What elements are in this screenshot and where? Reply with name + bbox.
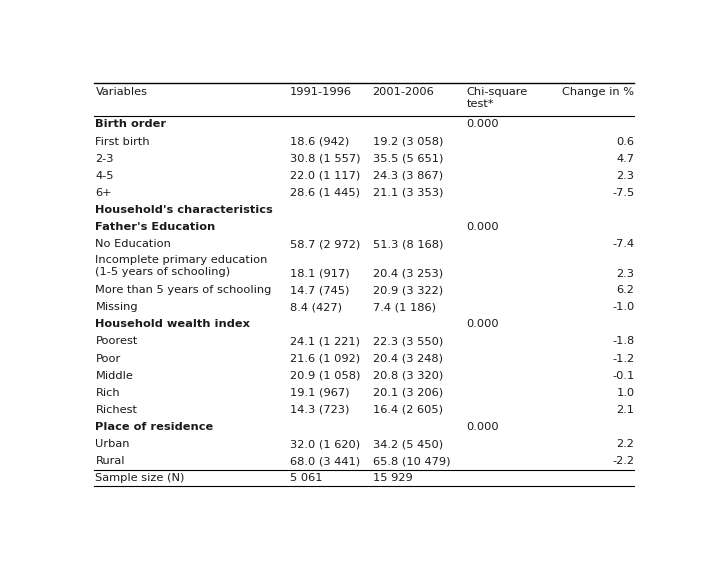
Text: 18.1 (917): 18.1 (917) (290, 268, 350, 279)
Text: More than 5 years of schooling: More than 5 years of schooling (95, 285, 272, 295)
Text: 15 929: 15 929 (373, 473, 412, 484)
Text: 21.6 (1 092): 21.6 (1 092) (290, 354, 360, 364)
Text: 19.2 (3 058): 19.2 (3 058) (373, 137, 443, 147)
Text: 20.8 (3 320): 20.8 (3 320) (373, 370, 443, 381)
Text: 24.1 (1 221): 24.1 (1 221) (290, 336, 360, 346)
Text: 1.0: 1.0 (616, 388, 634, 398)
Text: Place of residence: Place of residence (95, 422, 214, 432)
Text: 6+: 6+ (95, 188, 112, 198)
Text: Richest: Richest (95, 405, 137, 415)
Text: 30.8 (1 557): 30.8 (1 557) (290, 153, 360, 164)
Text: Rich: Rich (95, 388, 120, 398)
Text: Rural: Rural (95, 456, 125, 466)
Text: 1991-1996: 1991-1996 (290, 87, 352, 97)
Text: -0.1: -0.1 (612, 370, 634, 381)
Text: -1.0: -1.0 (612, 302, 634, 312)
Text: Incomplete primary education
(1-5 years of schooling): Incomplete primary education (1-5 years … (95, 254, 268, 278)
Text: 5 061: 5 061 (290, 473, 323, 484)
Text: Sample size (N): Sample size (N) (95, 473, 185, 484)
Text: 51.3 (8 168): 51.3 (8 168) (373, 239, 443, 249)
Text: -7.4: -7.4 (612, 239, 634, 249)
Text: 65.8 (10 479): 65.8 (10 479) (373, 456, 450, 466)
Text: 20.9 (3 322): 20.9 (3 322) (373, 285, 443, 295)
Text: 19.1 (967): 19.1 (967) (290, 388, 350, 398)
Text: 34.2 (5 450): 34.2 (5 450) (373, 439, 443, 449)
Text: 20.1 (3 206): 20.1 (3 206) (373, 388, 443, 398)
Text: 2.2: 2.2 (616, 439, 634, 449)
Text: Urban: Urban (95, 439, 130, 449)
Text: 0.000: 0.000 (466, 222, 499, 232)
Text: 2-3: 2-3 (95, 153, 114, 164)
Text: Household's characteristics: Household's characteristics (95, 205, 273, 215)
Text: 28.6 (1 445): 28.6 (1 445) (290, 188, 360, 198)
Text: 6.2: 6.2 (616, 285, 634, 295)
Text: 20.9 (1 058): 20.9 (1 058) (290, 370, 360, 381)
Text: 0.000: 0.000 (466, 320, 499, 329)
Text: 20.4 (3 248): 20.4 (3 248) (373, 354, 443, 364)
Text: No Education: No Education (95, 239, 171, 249)
Text: Poorest: Poorest (95, 336, 138, 346)
Text: -2.2: -2.2 (612, 456, 634, 466)
Text: Middle: Middle (95, 370, 134, 381)
Text: 58.7 (2 972): 58.7 (2 972) (290, 239, 360, 249)
Text: 2001-2006: 2001-2006 (373, 87, 434, 97)
Text: Father's Education: Father's Education (95, 222, 215, 232)
Text: 4.7: 4.7 (616, 153, 634, 164)
Text: Poor: Poor (95, 354, 121, 364)
Text: Change in %: Change in % (562, 87, 634, 97)
Text: 0.000: 0.000 (466, 119, 499, 129)
Text: 0.000: 0.000 (466, 422, 499, 432)
Text: 8.4 (427): 8.4 (427) (290, 302, 342, 312)
Text: Household wealth index: Household wealth index (95, 320, 250, 329)
Text: 7.4 (1 186): 7.4 (1 186) (373, 302, 436, 312)
Text: 2.1: 2.1 (616, 405, 634, 415)
Text: -1.8: -1.8 (612, 336, 634, 346)
Text: 14.7 (745): 14.7 (745) (290, 285, 349, 295)
Text: 14.3 (723): 14.3 (723) (290, 405, 349, 415)
Text: 18.6 (942): 18.6 (942) (290, 137, 349, 147)
Text: Birth order: Birth order (95, 119, 166, 129)
Text: 24.3 (3 867): 24.3 (3 867) (373, 171, 443, 181)
Text: -1.2: -1.2 (612, 354, 634, 364)
Text: 16.4 (2 605): 16.4 (2 605) (373, 405, 443, 415)
Text: 20.4 (3 253): 20.4 (3 253) (373, 268, 443, 279)
Text: 2.3: 2.3 (616, 171, 634, 181)
Text: 35.5 (5 651): 35.5 (5 651) (373, 153, 443, 164)
Text: 32.0 (1 620): 32.0 (1 620) (290, 439, 360, 449)
Text: 21.1 (3 353): 21.1 (3 353) (373, 188, 443, 198)
Text: Chi-square
test*: Chi-square test* (466, 87, 528, 108)
Text: -7.5: -7.5 (612, 188, 634, 198)
Text: First birth: First birth (95, 137, 150, 147)
Text: 22.0 (1 117): 22.0 (1 117) (290, 171, 360, 181)
Text: 22.3 (3 550): 22.3 (3 550) (373, 336, 443, 346)
Text: 2.3: 2.3 (616, 268, 634, 279)
Text: 0.6: 0.6 (616, 137, 634, 147)
Text: 4-5: 4-5 (95, 171, 114, 181)
Text: 68.0 (3 441): 68.0 (3 441) (290, 456, 360, 466)
Text: Missing: Missing (95, 302, 138, 312)
Text: Variables: Variables (95, 87, 147, 97)
